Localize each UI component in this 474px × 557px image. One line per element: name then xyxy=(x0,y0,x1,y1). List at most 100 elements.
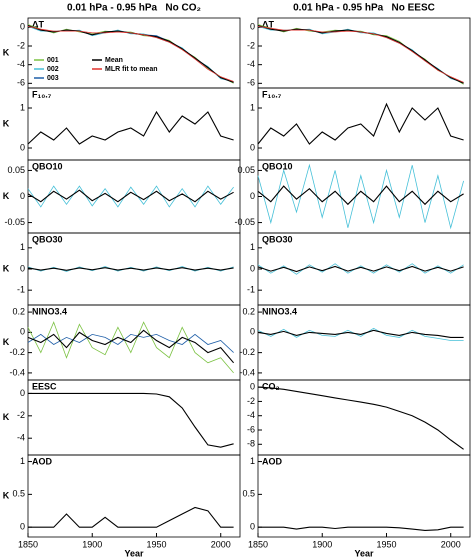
series-line xyxy=(257,329,464,338)
x-tick-label: 2000 xyxy=(441,539,461,549)
series-line xyxy=(27,185,234,208)
y-tick-label: -0.2 xyxy=(9,347,25,357)
y-tick-label: -4 xyxy=(17,59,25,69)
y-tick-label: -2 xyxy=(17,410,25,420)
y-axis-label: K xyxy=(3,337,10,347)
series-line xyxy=(257,327,464,341)
y-tick-label: -0.05 xyxy=(4,217,25,227)
legend-label: MLR fit to mean xyxy=(105,66,158,73)
x-axis-label: Year xyxy=(124,548,144,557)
y-tick-label: 0.05 xyxy=(237,165,255,175)
series-line xyxy=(27,333,234,353)
panel-label: F₁₀.₇ xyxy=(32,89,52,99)
y-axis-label: K xyxy=(3,118,10,128)
series-line xyxy=(257,265,464,273)
x-tick-label: 2000 xyxy=(211,539,231,549)
y-tick-label: 0.2 xyxy=(12,306,25,316)
panel-label: AOD xyxy=(262,456,283,466)
y-tick-label: 0.05 xyxy=(7,165,25,175)
y-tick-label: -2 xyxy=(17,40,25,50)
legend-label: 003 xyxy=(47,75,59,82)
y-tick-label: 0 xyxy=(20,327,25,337)
y-tick-label: 0 xyxy=(250,191,255,201)
y-tick-label: -1 xyxy=(247,285,255,295)
y-tick-label: 0 xyxy=(20,263,25,273)
panel-label: ΔT xyxy=(262,19,274,29)
y-tick-label: -2 xyxy=(247,40,255,50)
column-title: 0.01 hPa - 0.95 hPa No EESC xyxy=(293,3,435,14)
series-line xyxy=(27,189,234,203)
panel-label: AOD xyxy=(32,456,53,466)
y-tick-label: -6 xyxy=(17,78,25,88)
series-line xyxy=(257,163,464,230)
panel-label: CO₂ xyxy=(262,381,280,391)
y-axis-label: K xyxy=(3,191,10,201)
series-line xyxy=(27,110,234,145)
panel-label: QBO30 xyxy=(32,234,63,244)
panel-label: ΔT xyxy=(32,19,44,29)
panel-frame xyxy=(257,454,471,538)
x-tick-label: 1950 xyxy=(376,539,396,549)
y-tick-label: 0.5 xyxy=(12,489,25,499)
series-line xyxy=(257,24,464,85)
x-tick-label: 1900 xyxy=(82,539,102,549)
y-tick-label: 0 xyxy=(250,382,255,392)
y-tick-label: 0.2 xyxy=(242,306,255,316)
panel-label: F₁₀.₇ xyxy=(262,89,282,99)
y-tick-label: 0 xyxy=(20,388,25,398)
y-tick-label: -8 xyxy=(247,439,255,449)
y-tick-label: 1 xyxy=(20,456,25,466)
y-tick-label: -0.4 xyxy=(239,367,255,377)
legend-label: 001 xyxy=(47,57,59,64)
series-line xyxy=(27,26,234,82)
panel-label: QBO10 xyxy=(262,161,293,171)
panel-label: NINO3.4 xyxy=(32,306,67,316)
panel-frame xyxy=(27,87,241,161)
x-tick-label: 1850 xyxy=(18,539,38,549)
y-tick-label: 0 xyxy=(250,142,255,152)
legend-label: 002 xyxy=(47,66,59,73)
y-tick-label: -0.2 xyxy=(239,347,255,357)
series-line xyxy=(257,24,464,84)
y-tick-label: -0.05 xyxy=(234,217,255,227)
panel-frame xyxy=(27,454,241,538)
y-tick-label: -1 xyxy=(17,285,25,295)
y-tick-label: 0 xyxy=(20,522,25,532)
y-tick-label: 0.5 xyxy=(242,489,255,499)
panel-frame xyxy=(27,17,241,89)
x-tick-label: 1900 xyxy=(312,539,332,549)
y-tick-label: 1 xyxy=(250,102,255,112)
series-line xyxy=(27,329,235,364)
x-tick-label: 1950 xyxy=(146,539,166,549)
panel-label: EESC xyxy=(32,381,57,391)
y-tick-label: -2 xyxy=(247,396,255,406)
y-tick-label: 1 xyxy=(20,242,25,252)
y-tick-label: 1 xyxy=(250,456,255,466)
y-axis-label: K xyxy=(3,47,10,57)
x-axis-label: Year xyxy=(354,548,374,557)
y-axis-label: K xyxy=(3,412,10,422)
y-tick-label: -6 xyxy=(247,78,255,88)
series-line xyxy=(27,321,234,374)
series-line xyxy=(257,185,464,206)
y-tick-label: 1 xyxy=(20,102,25,112)
y-tick-label: -4 xyxy=(247,410,255,420)
y-tick-label: -4 xyxy=(17,433,25,443)
series-line xyxy=(257,102,464,145)
y-axis-label: K xyxy=(3,263,10,273)
y-tick-label: 1 xyxy=(250,242,255,252)
y-axis-label: K xyxy=(3,490,10,500)
legend-label: Mean xyxy=(105,57,123,64)
y-tick-label: -4 xyxy=(247,59,255,69)
panel-label: QBO10 xyxy=(32,161,63,171)
series-line xyxy=(27,267,234,271)
panel-frame xyxy=(257,87,471,161)
y-tick-label: -6 xyxy=(247,424,255,434)
y-tick-label: 0 xyxy=(250,522,255,532)
series-line xyxy=(257,386,464,450)
series-line xyxy=(28,392,234,448)
series-line xyxy=(257,26,464,83)
y-tick-label: 0 xyxy=(20,142,25,152)
y-tick-label: -0.4 xyxy=(9,367,25,377)
series-line xyxy=(258,526,464,531)
